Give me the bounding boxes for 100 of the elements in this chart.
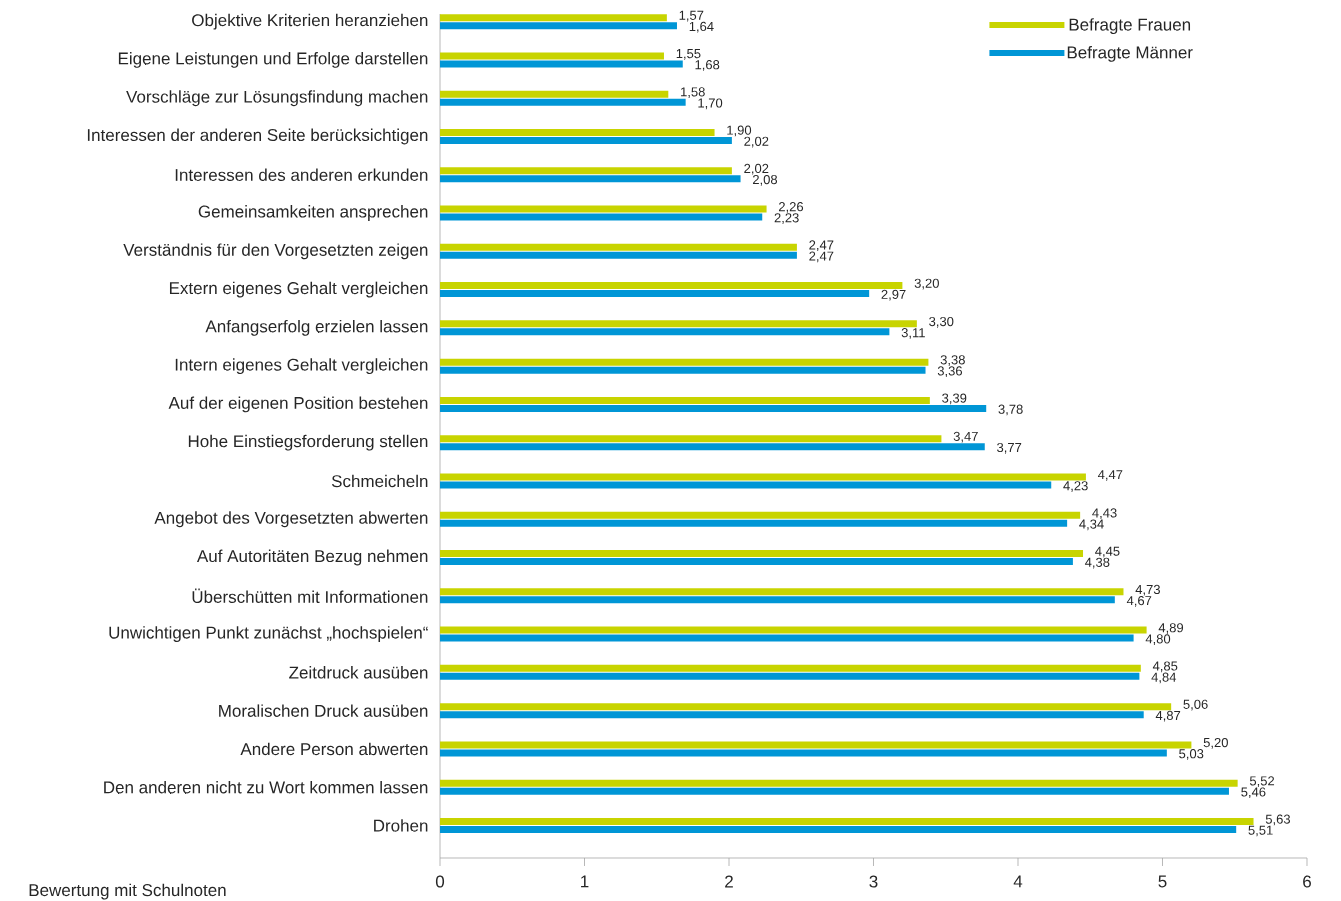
data-label: 4,34 [1079, 519, 1104, 531]
y-tick-label: Intern eigenes Gehalt vergleichen [175, 358, 428, 375]
data-label: 2,02 [744, 163, 769, 175]
bar [440, 634, 1134, 642]
legend-label: Befragte Männer [1067, 46, 1193, 62]
y-tick-label: Auf Autoritäten Bezug nehmen [196, 549, 428, 566]
data-label: 2,97 [881, 289, 906, 301]
y-tick-label: Gemeinsamkeiten ansprechen [198, 205, 428, 221]
y-tick-label: Eigene Leistungen und Erfolge darstellen [118, 52, 428, 68]
y-tick-label: Angebot des Vorgesetzten abwerten [154, 511, 428, 528]
data-label: 2,47 [809, 251, 834, 263]
bar [440, 136, 732, 144]
data-label: 5,63 [1265, 814, 1291, 826]
y-tick-label: Verständnis für den Vorgesetzten zeigen [123, 243, 428, 260]
y-tick-label: Drohen [374, 819, 428, 832]
bar [440, 366, 926, 374]
bar [440, 52, 664, 60]
data-label: 5,20 [1203, 737, 1228, 749]
data-label: 2,23 [774, 213, 799, 224]
data-label: 5,52 [1249, 776, 1275, 787]
y-tick-label: Zeitdruck ausüben [289, 666, 428, 679]
data-label: 1,55 [676, 49, 701, 60]
bar [440, 290, 870, 298]
bar [440, 596, 1115, 604]
x-tick-label: 0 [435, 875, 445, 888]
bar [440, 703, 1172, 711]
data-label: 4,84 [1151, 672, 1177, 684]
data-label: 2,08 [752, 174, 778, 186]
data-label: 2,26 [778, 202, 804, 213]
y-tick-label: Den anderen nicht zu Wort kommen lassen [104, 780, 428, 794]
legend-label: Befragte Frauen [1069, 18, 1191, 35]
y-tick-label: Anfangserfolg erzielen lassen [205, 319, 428, 336]
data-label: 4,45 [1095, 546, 1120, 558]
data-label: 3,47 [953, 431, 978, 443]
data-label: 4,47 [1097, 470, 1123, 481]
bar [440, 519, 1068, 527]
y-tick-label: Interessen der anderen Seite berücksichtigen [87, 128, 428, 145]
data-label: 1,57 [679, 10, 704, 22]
bar [440, 205, 767, 213]
bar [440, 511, 1081, 519]
bar [440, 473, 1086, 481]
y-tick-label: Unwichtigen Punkt zunächst „hochspielen“ [109, 626, 428, 642]
bar [440, 90, 669, 98]
data-label: 4,85 [1152, 661, 1178, 673]
bar [440, 396, 930, 404]
bar [440, 213, 763, 221]
bar [440, 435, 942, 443]
data-label: 3,39 [942, 393, 967, 405]
data-label: 4,38 [1084, 557, 1110, 569]
data-label: 1,58 [681, 87, 705, 98]
data-label: 3,38 [940, 355, 965, 366]
data-label: 4,23 [1063, 481, 1088, 492]
data-label: 2,47 [809, 240, 834, 252]
data-label: 1,68 [695, 60, 720, 71]
y-tick-label: Vorschläge zur Lösungsfindung machen [126, 90, 428, 107]
y-tick-label: Moralischen Druck ausüben [219, 704, 428, 717]
bar [440, 128, 715, 136]
bar [440, 711, 1144, 719]
data-label: 3,36 [937, 366, 963, 378]
data-label: 4,43 [1092, 508, 1117, 520]
data-label: 4,80 [1145, 634, 1171, 646]
y-tick-label: Überschütten mit Informationen [192, 588, 428, 603]
bar [440, 404, 987, 412]
y-tick-label: Extern eigenes Gehalt vergleichen [169, 281, 428, 298]
bar [440, 481, 1052, 489]
bar [440, 664, 1141, 672]
data-label: 2,02 [744, 136, 769, 148]
bar [440, 14, 667, 22]
data-label: 5,51 [1248, 825, 1273, 837]
data-label: 4,87 [1155, 710, 1181, 722]
x-axis-title: Bewertung mit Schulnoten [29, 883, 226, 900]
bar [440, 787, 1229, 795]
bar [440, 328, 890, 336]
x-tick-label: 3 [869, 875, 878, 888]
data-label: 5,03 [1179, 749, 1204, 760]
data-label: 3,77 [997, 442, 1022, 454]
data-label: 3,11 [901, 328, 925, 339]
bar [440, 672, 1140, 680]
bar [440, 243, 797, 251]
y-tick-label: Auf der eigenen Position bestehen [168, 396, 428, 413]
bar [440, 22, 677, 30]
x-tick-label: 4 [1013, 875, 1023, 888]
bar [440, 825, 1237, 833]
data-label: 4,73 [1135, 584, 1160, 596]
bar [440, 60, 683, 68]
bar [440, 749, 1167, 757]
data-label: 5,46 [1241, 787, 1266, 799]
bar [440, 558, 1073, 566]
y-tick-label: Interessen des anderen erkunden [175, 168, 428, 182]
data-label: 3,78 [998, 404, 1023, 416]
x-tick-label: 5 [1158, 875, 1167, 888]
bar [440, 779, 1238, 787]
y-tick-label: Schmeicheln [331, 474, 428, 488]
y-tick-label: Andere Person abwerten [240, 742, 428, 756]
data-label: 1,90 [727, 125, 752, 137]
x-tick-label: 1 [581, 875, 589, 888]
bar [440, 175, 741, 183]
bar [440, 817, 1254, 825]
data-label: 3,20 [914, 278, 939, 290]
bar [440, 282, 903, 290]
